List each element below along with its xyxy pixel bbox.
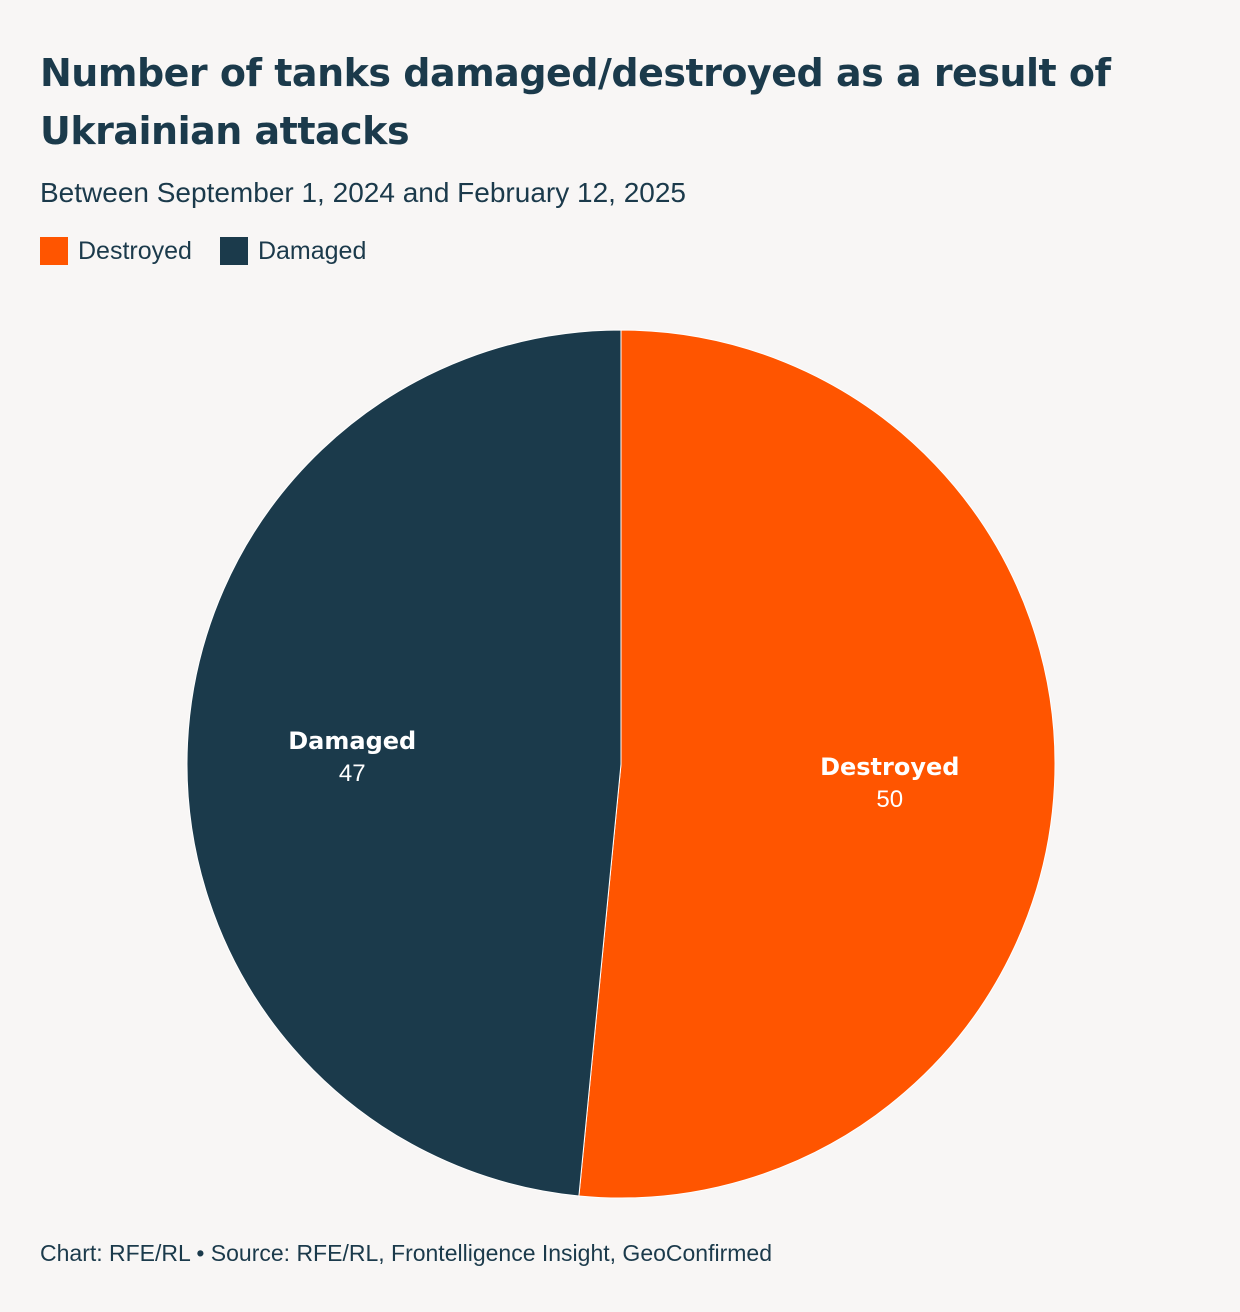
legend-label-damaged: Damaged (257, 237, 367, 265)
slice-label-damaged: Damaged (288, 727, 416, 755)
pie-slice-damaged (186, 329, 622, 1197)
slice-label-destroyed: Destroyed (820, 753, 959, 781)
slice-value-damaged: 47 (339, 760, 366, 787)
chart-source-credit: Chart: RFE/RL • Source: RFE/RL, Frontell… (40, 1240, 772, 1266)
slice-value-destroyed: 50 (876, 786, 903, 813)
pie-slice-destroyed (578, 329, 1056, 1199)
chart-title: Number of tanks damaged/destroyed as a r… (40, 51, 1111, 153)
chart-legend: Destroyed Damaged (40, 234, 394, 268)
legend-label-destroyed: Destroyed (78, 237, 192, 265)
legend-item-damaged: Damaged (219, 234, 367, 268)
legend-swatch-destroyed (40, 237, 68, 265)
chart-subtitle: Between September 1, 2024 and February 1… (40, 177, 686, 208)
legend-item-destroyed: Destroyed (40, 234, 192, 268)
legend-swatch-damaged (219, 237, 248, 265)
